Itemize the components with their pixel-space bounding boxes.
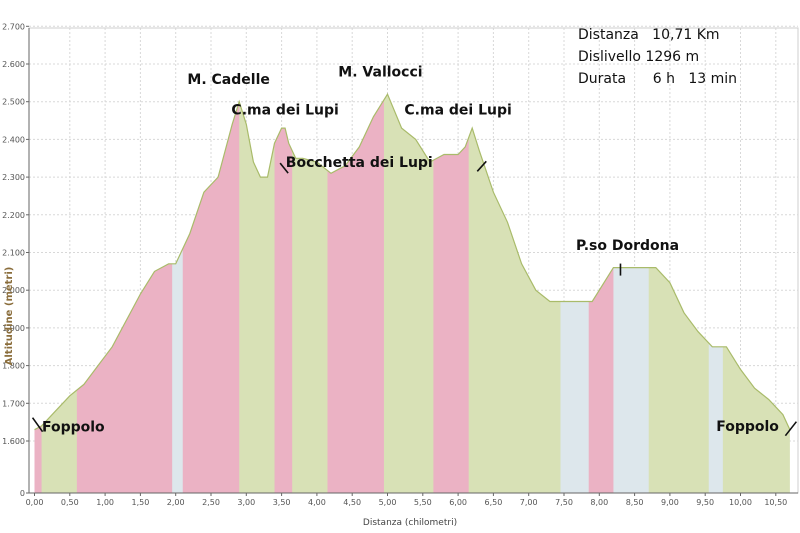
waypoint-marker xyxy=(279,162,289,174)
x-tick-label: 4,00 xyxy=(308,498,326,507)
annotation-label: Foppolo xyxy=(716,419,779,435)
x-tick-label: 3,00 xyxy=(237,498,255,507)
y-tick-label: 1.600 xyxy=(2,437,25,446)
x-tick-label: 8,00 xyxy=(590,498,608,507)
x-tick-label: 1,00 xyxy=(96,498,114,507)
y-tick-label: 2.000 xyxy=(2,286,25,295)
annotation-label: P.so Dordona xyxy=(576,238,679,254)
x-tick-label: 10,50 xyxy=(764,498,787,507)
y-tick-label: 1.800 xyxy=(2,362,25,371)
annotation-label: C.ma dei Lupi xyxy=(231,102,338,118)
markers xyxy=(31,160,798,437)
y-tick-label: 2.100 xyxy=(2,249,25,258)
x-tick-label: 0,50 xyxy=(61,498,79,507)
x-tick-label: 6,50 xyxy=(484,498,502,507)
band-pink xyxy=(274,94,293,493)
x-tick-label: 10,00 xyxy=(729,498,752,507)
y-tick-label: 2.300 xyxy=(2,173,25,182)
y-tick-label: 1.700 xyxy=(2,399,25,408)
annotation-label: M. Cadelle xyxy=(187,72,269,88)
info-durata: Durata 6 h 13 min xyxy=(578,71,737,87)
info-dislivello: Dislivello 1296 m xyxy=(578,49,699,65)
annotations: M. Cadelle C.ma dei Lupi M. Vallocci Bocche… xyxy=(42,65,779,436)
x-tick-label: 5,00 xyxy=(379,498,397,507)
waypoint-marker xyxy=(31,417,44,433)
y-tick-label: 1.900 xyxy=(2,324,25,333)
y-tick-label: 0 xyxy=(20,489,25,498)
y-tick-label: 2.400 xyxy=(2,135,25,144)
annotation-label: M. Vallocci xyxy=(338,65,422,81)
x-tick-label: 8,50 xyxy=(626,498,644,507)
x-tick-label: 3,50 xyxy=(273,498,291,507)
x-tick-label: 7,00 xyxy=(520,498,538,507)
band-green xyxy=(383,94,434,493)
axes: 0 1.600 1.700 1.800 1.900 2.000 2.100 2.200 2.30… xyxy=(2,22,798,507)
info-distanza: Distanza 10,71 Km xyxy=(578,27,720,43)
annotation-label: Bocchetta dei Lupi xyxy=(286,155,433,171)
x-axis-title: Distanza (chilometri) xyxy=(363,518,457,528)
waypoint-marker xyxy=(476,160,487,172)
x-tick-label: 5,50 xyxy=(414,498,432,507)
x-tick-label: 7,50 xyxy=(555,498,573,507)
y-tick-label: 2.500 xyxy=(2,98,25,107)
y-tick-label: 2.700 xyxy=(2,22,25,31)
x-tick-label: 0,00 xyxy=(26,498,44,507)
x-tick-label: 9,00 xyxy=(661,498,679,507)
annotation-label: Foppolo xyxy=(42,420,105,436)
x-tick-label: 9,50 xyxy=(696,498,714,507)
y-axis-title: Altitudine (metri) xyxy=(4,267,15,366)
y-tick-label: 2.200 xyxy=(2,211,25,220)
waypoint-marker xyxy=(784,421,798,437)
profile-outline xyxy=(34,92,791,431)
band-blue xyxy=(172,94,184,493)
y-tick-label: 2.600 xyxy=(2,60,25,69)
x-tick-label: 2,00 xyxy=(167,498,185,507)
band-pink xyxy=(433,94,470,493)
annotation-label: C.ma dei Lupi xyxy=(404,102,511,118)
x-tick-label: 6,00 xyxy=(449,498,467,507)
x-tick-label: 4,50 xyxy=(343,498,361,507)
x-tick-label: 1,50 xyxy=(131,498,149,507)
x-tick-label: 2,50 xyxy=(202,498,220,507)
